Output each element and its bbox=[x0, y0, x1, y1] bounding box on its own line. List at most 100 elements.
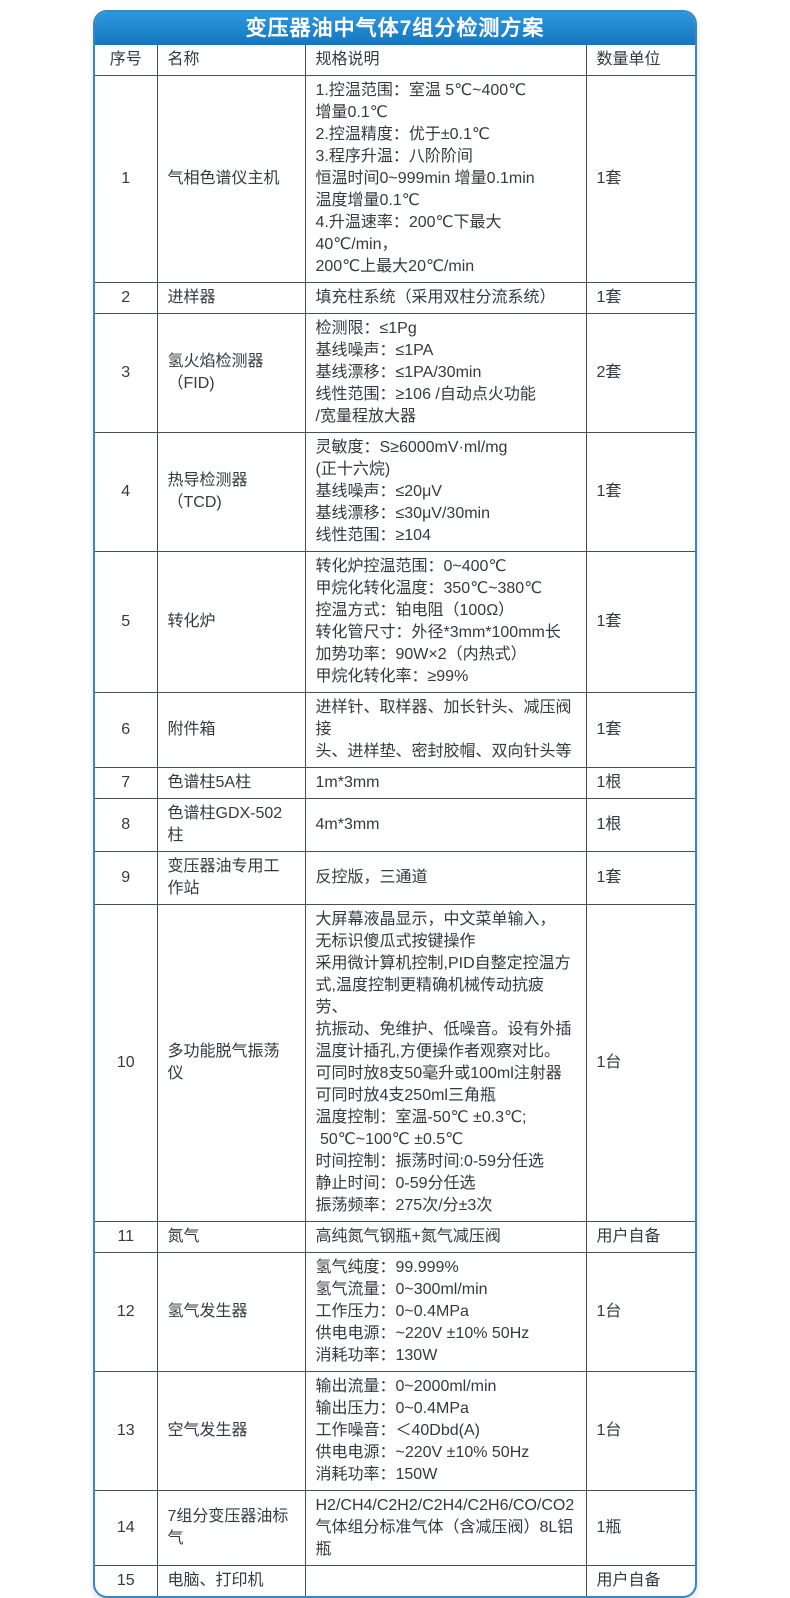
spec-line: 输出压力：0~0.4MPa bbox=[315, 1400, 469, 1417]
row-qty: 1台 bbox=[586, 904, 695, 1222]
row-name: 色谱柱5A柱 bbox=[157, 767, 306, 799]
table-row: 10 多功能脱气振荡仪 大屏幕液晶显示，中文菜单输入， 无标识傻瓜式按键操作采用微… bbox=[95, 904, 695, 1222]
spec-line: 200℃上最大20℃/min bbox=[315, 258, 475, 275]
spec-line: 基线漂移：≤1PA/30min bbox=[315, 364, 482, 381]
spec-line: 基线噪声：≤20μV bbox=[315, 483, 442, 500]
spec-line: 头、进样垫、密封胶帽、双向针头等 bbox=[315, 743, 572, 760]
spec-line: 供电电源：~220V ±10% 50Hz bbox=[315, 1444, 530, 1461]
spec-line: 气体组分标准气体（含减压阀）8L铝瓶 bbox=[315, 1519, 574, 1558]
spec-line: 2.控温精度：优于±0.1℃ bbox=[315, 126, 490, 143]
row-no: 2 bbox=[95, 282, 158, 314]
row-name: 转化炉 bbox=[157, 551, 306, 693]
row-no: 9 bbox=[95, 851, 158, 905]
row-no: 12 bbox=[95, 1252, 158, 1372]
row-spec: 输出流量：0~2000ml/min 输出压力：0~0.4MPa 工作噪音：＜40Db… bbox=[305, 1371, 587, 1491]
table-row: 11 氮气 高纯氮气钢瓶+氮气减压阀 用户自备 bbox=[95, 1221, 695, 1253]
row-name: 多功能脱气振荡仪 bbox=[157, 904, 306, 1222]
table-row: 9 变压器油专用工作站 反控版，三通道 1套 bbox=[95, 851, 695, 905]
spec-line: 采用微计算机控制,PID自整定控温方 bbox=[315, 955, 571, 972]
spec-line: 供电电源：~220V ±10% 50Hz bbox=[315, 1325, 530, 1342]
spec-line: 灵敏度：S≥6000mV·ml/mg bbox=[315, 439, 508, 456]
spec-line: 输出流量：0~2000ml/min bbox=[315, 1378, 497, 1395]
row-qty: 1套 bbox=[586, 75, 695, 283]
spec-line: 进样针、取样器、加长针头、减压阀接 bbox=[315, 699, 572, 738]
table-row: 13 空气发生器 输出流量：0~2000ml/min 输出压力：0~0.4MPa 工… bbox=[95, 1371, 695, 1491]
row-spec: H2/CH4/C2H2/C2H4/C2H6/CO/CO2 气体组分标准气体（含减压… bbox=[305, 1490, 587, 1566]
spec-line: 1.控温范围：室温 5℃~400℃ bbox=[315, 82, 527, 99]
col-header-qty: 数量单位 bbox=[586, 45, 695, 76]
spec-line: (正十六烷) bbox=[315, 461, 391, 478]
row-qty: 1瓶 bbox=[586, 1490, 695, 1566]
spec-line: 4m*3mm bbox=[315, 816, 380, 833]
spec-table: 序号 名称 规格说明 数量单位 1 气相色谱仪主机 1.控温范围：室温 5℃~4… bbox=[95, 45, 695, 1596]
row-qty: 用户自备 bbox=[596, 1572, 661, 1589]
row-spec: 大屏幕液晶显示，中文菜单输入， 无标识傻瓜式按键操作采用微计算机控制,PID自整定… bbox=[305, 904, 587, 1222]
row-name: 热导检测器（TCD) bbox=[157, 432, 306, 552]
row-no: 7 bbox=[95, 767, 158, 799]
spec-line: 反控版，三通道 bbox=[315, 869, 428, 886]
row-qty: 1套 bbox=[586, 551, 695, 693]
row-qty: 1根 bbox=[586, 798, 695, 852]
spec-line: 消耗功率：150W bbox=[315, 1466, 438, 1483]
spec-line: H2/CH4/C2H2/C2H4/C2H6/CO/CO2 bbox=[315, 1497, 575, 1514]
spec-line: 可同时放4支250ml三角瓶 bbox=[315, 1087, 496, 1104]
row-no: 10 bbox=[95, 904, 158, 1222]
row-spec: 1.控温范围：室温 5℃~400℃ 增量0.1℃ 2.控温精度：优于±0.1℃ 3.程… bbox=[305, 75, 587, 283]
spec-line: 氢气纯度：99.999% bbox=[315, 1259, 459, 1276]
spec-line: 大屏幕液晶显示，中文菜单输入， bbox=[315, 911, 556, 928]
row-spec: 检测限：≤1Pg 基线噪声：≤1PA 基线漂移：≤1PA/30min 线性范围：≥10… bbox=[305, 313, 587, 433]
spec-line: 工作压力：0~0.4MPa bbox=[315, 1303, 469, 1320]
table-row: 12 氢气发生器 氢气纯度：99.999% 氢气流量：0~300ml/min 工作压… bbox=[95, 1252, 695, 1372]
row-name: 7组分变压器油标气 bbox=[157, 1490, 306, 1566]
spec-line: 式,温度控制更精确机械传动抗疲劳、 bbox=[315, 977, 544, 1016]
header-row: 序号 名称 规格说明 数量单位 bbox=[95, 45, 695, 76]
table-row: 6 附件箱 进样针、取样器、加长针头、减压阀接 头、进样垫、密封胶帽、双向针头等 … bbox=[95, 692, 695, 768]
row-no: 14 bbox=[95, 1490, 158, 1566]
spec-line: 甲烷化转化温度：350℃~380℃ bbox=[315, 580, 543, 597]
col-header-no: 序号 bbox=[95, 45, 158, 76]
spec-line: 可同时放8支50毫升或100ml注射器 bbox=[315, 1065, 562, 1082]
row-name: 附件箱 bbox=[157, 692, 306, 768]
row-spec bbox=[305, 1565, 587, 1596]
spec-line: 转化炉控温范围：0~400℃ bbox=[315, 558, 507, 575]
row-qty: 1台 bbox=[586, 1371, 695, 1491]
row-no: 1 bbox=[95, 75, 158, 283]
row-no: 5 bbox=[95, 551, 158, 693]
row-no: 13 bbox=[95, 1371, 158, 1491]
spec-line: 高纯氮气钢瓶+氮气减压阀 bbox=[315, 1228, 501, 1245]
row-spec: 氢气纯度：99.999% 氢气流量：0~300ml/min 工作压力：0~0.4MP… bbox=[305, 1252, 587, 1372]
row-name: 空气发生器 bbox=[157, 1371, 306, 1491]
spec-line: 填充柱系统（采用双柱分流系统） bbox=[315, 289, 556, 306]
row-no: 3 bbox=[95, 313, 158, 433]
row-no: 4 bbox=[95, 432, 158, 552]
col-header-spec: 规格说明 bbox=[305, 45, 587, 76]
spec-line: 50℃~100℃ ±0.5℃ bbox=[315, 1131, 464, 1148]
row-name: 进样器 bbox=[157, 282, 306, 314]
spec-line: 抗振动、免维护、低噪音。设有外插 bbox=[315, 1021, 572, 1038]
table-row: 15 电脑、打印机 用户自备 bbox=[95, 1565, 695, 1596]
spec-line: 工作噪音：＜40Dbd(A) bbox=[315, 1422, 480, 1439]
row-name: 氮气 bbox=[157, 1221, 306, 1253]
spec-line: 无标识傻瓜式按键操作 bbox=[315, 933, 476, 950]
page-title: 变压器油中气体7组分检测方案 bbox=[95, 12, 695, 45]
spec-line: 时间控制：振荡时间:0-59分任选 bbox=[315, 1153, 544, 1170]
spec-line: 甲烷化转化率：≥99% bbox=[315, 668, 469, 685]
table-row: 1 气相色谱仪主机 1.控温范围：室温 5℃~400℃ 增量0.1℃ 2.控温精度：… bbox=[95, 75, 695, 283]
spec-line: 3.程序升温：八阶阶间 bbox=[315, 148, 473, 165]
spec-line: 消耗功率：130W bbox=[315, 1347, 438, 1364]
row-name: 气相色谱仪主机 bbox=[157, 75, 306, 283]
table-row: 2 进样器 填充柱系统（采用双柱分流系统） 1套 bbox=[95, 282, 695, 314]
row-spec: 转化炉控温范围：0~400℃ 甲烷化转化温度：350℃~380℃ 控温方式：铂电阻（… bbox=[305, 551, 587, 693]
row-spec: 1m*3mm bbox=[305, 767, 587, 799]
row-name: 色谱柱GDX-502柱 bbox=[157, 798, 306, 852]
spec-line: 转化管尺寸：外径*3mm*100mm长 bbox=[315, 624, 561, 641]
table-row: 4 热导检测器（TCD) 灵敏度：S≥6000mV·ml/mg (正十六烷) 基线噪… bbox=[95, 432, 695, 552]
spec-line: 恒温时间0~999min 增量0.1min bbox=[315, 170, 535, 187]
spec-line: 检测限：≤1Pg bbox=[315, 320, 417, 337]
spec-line: 温度增量0.1℃ bbox=[315, 192, 420, 209]
row-qty: 1根 bbox=[586, 767, 695, 799]
row-spec: 进样针、取样器、加长针头、减压阀接头、进样垫、密封胶帽、双向针头等 bbox=[305, 692, 587, 768]
spec-table-header: 序号 名称 规格说明 数量单位 bbox=[95, 45, 695, 76]
spec-line: 加势功率：90W×2（内热式） bbox=[315, 646, 527, 663]
row-name: 电脑、打印机 bbox=[157, 1565, 306, 1596]
